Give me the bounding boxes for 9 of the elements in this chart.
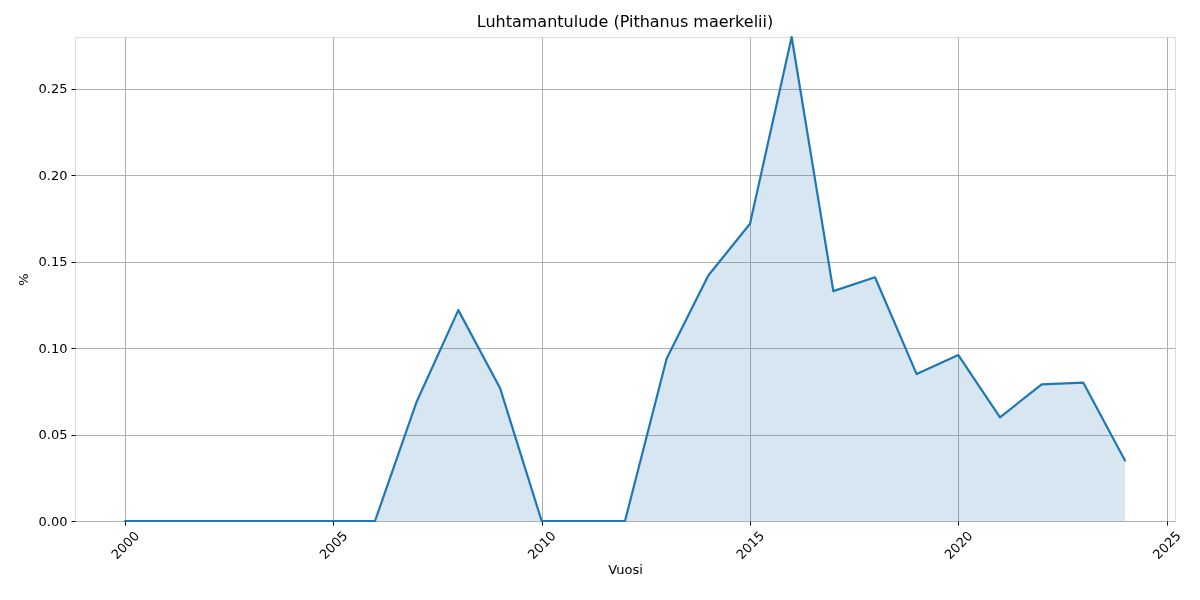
y-tick-label: 0.05 xyxy=(38,427,68,443)
y-tick-label: 0.10 xyxy=(38,340,68,356)
x-axis-title: Vuosi xyxy=(608,562,643,578)
y-tick-label: 0.20 xyxy=(38,167,68,183)
y-tick-label: 0.25 xyxy=(38,81,68,97)
y-tick-label: 0.00 xyxy=(38,513,68,529)
y-axis-title: % xyxy=(15,273,31,286)
y-tick-label: 0.15 xyxy=(38,254,68,270)
chart-title: Luhtamantulude (Pithanus maerkelii) xyxy=(476,11,774,31)
